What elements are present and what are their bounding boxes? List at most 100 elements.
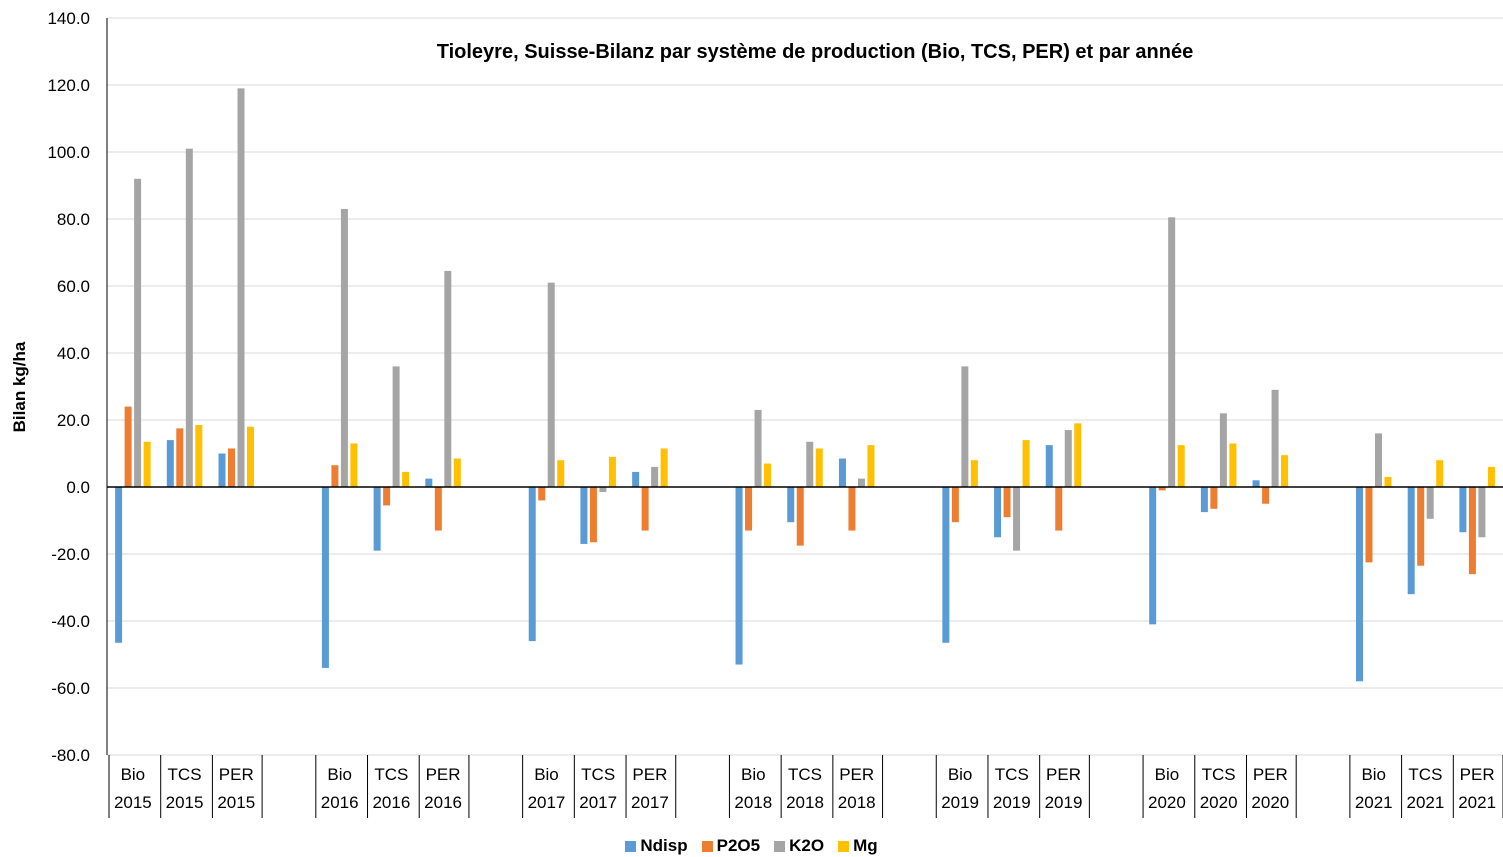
bar [754, 409, 762, 487]
bar [402, 471, 410, 487]
bar [815, 448, 823, 487]
bar [651, 466, 659, 487]
x-tick-label: TCS 2020 [1199, 765, 1238, 812]
y-tick-label: 80.0 [57, 210, 90, 229]
bar [632, 471, 640, 487]
bar [580, 487, 588, 544]
bar [1426, 487, 1434, 519]
legend-item: K2O [774, 836, 824, 856]
bar [528, 487, 536, 642]
bar [1022, 440, 1030, 487]
legend-swatch [774, 840, 786, 852]
bar [1045, 445, 1053, 487]
legend-label: P2O5 [716, 836, 761, 855]
bar [994, 487, 1002, 538]
bar [589, 487, 597, 543]
bar [764, 463, 772, 487]
bar [557, 460, 565, 487]
bar [1252, 480, 1260, 487]
bar [961, 366, 969, 487]
bar [1468, 487, 1476, 575]
legend-label: Ndisp [640, 836, 688, 855]
bar [383, 487, 391, 506]
bar [942, 487, 950, 643]
y-tick-label: 140.0 [47, 9, 90, 28]
y-tick-label: -40.0 [51, 612, 90, 631]
x-tick-label: PER 2016 [424, 765, 462, 812]
bar [166, 440, 174, 487]
bar [425, 478, 433, 487]
legend-item: Ndisp [625, 836, 688, 856]
bar [796, 487, 804, 546]
y-tick-label: -80.0 [51, 746, 90, 765]
bar [453, 458, 461, 487]
bar [787, 487, 795, 523]
x-tick-label: Bio 2019 [941, 765, 980, 812]
bar [660, 448, 668, 487]
bar [1407, 487, 1415, 595]
x-tick-label: PER 2020 [1251, 765, 1290, 812]
bar [745, 487, 753, 531]
bar [444, 270, 452, 487]
legend-label: K2O [789, 836, 825, 855]
bar [1229, 443, 1237, 487]
bar [1158, 487, 1166, 491]
x-tick-label: PER 2019 [1044, 765, 1083, 812]
bar [838, 458, 846, 487]
legend-swatch [838, 840, 850, 852]
bar [1281, 455, 1289, 487]
bar [1487, 466, 1495, 487]
y-tick-label: -20.0 [51, 545, 90, 564]
bar [331, 465, 339, 487]
x-tick-label: PER 2015 [217, 765, 256, 812]
bar [1262, 487, 1270, 504]
bar [1374, 433, 1382, 487]
bar [1271, 389, 1279, 487]
bar [237, 88, 245, 487]
bar [115, 487, 123, 643]
x-tick-label: Bio 2018 [734, 765, 773, 812]
bar [641, 487, 649, 531]
bar [321, 487, 329, 668]
bar [1459, 487, 1467, 533]
bar [951, 487, 959, 523]
bar [608, 456, 616, 487]
bar [1064, 430, 1072, 487]
bar [195, 425, 203, 487]
x-tick-label: TCS 2019 [992, 765, 1031, 812]
bar [392, 366, 400, 487]
legend-item: P2O5 [701, 836, 761, 856]
bar [373, 487, 381, 551]
x-tick-label: Bio 2016 [320, 765, 359, 812]
bar [599, 487, 607, 493]
bar [1417, 487, 1425, 566]
x-tick-label: Bio 2015 [113, 765, 152, 812]
x-tick-label: TCS 2017 [579, 765, 618, 812]
y-tick-label: 40.0 [57, 344, 90, 363]
x-tick-label: Bio 2017 [527, 765, 566, 812]
bar [1200, 487, 1208, 513]
bar [1074, 423, 1082, 487]
bar [806, 441, 814, 487]
bar [1055, 487, 1063, 531]
bar [735, 487, 743, 665]
bar [1168, 217, 1176, 487]
y-tick-label: 20.0 [57, 411, 90, 430]
legend-item: Mg [838, 836, 878, 856]
bar [340, 208, 348, 487]
legend-swatch [701, 840, 713, 852]
y-tick-label: -60.0 [51, 679, 90, 698]
bar [857, 478, 865, 487]
bar [1478, 487, 1486, 538]
x-tick-label: TCS 2015 [165, 765, 204, 812]
bar [218, 453, 226, 487]
y-tick-label: 60.0 [57, 277, 90, 296]
bar [1436, 460, 1444, 487]
y-tick-label: 100.0 [47, 143, 90, 162]
bar [1149, 487, 1157, 625]
bar [143, 441, 151, 487]
chart-title: Tioleyre, Suisse-Bilanz par système de p… [437, 41, 1193, 63]
x-tick-label: Bio 2020 [1148, 765, 1186, 812]
bar [547, 282, 555, 487]
y-tick-label: 120.0 [47, 76, 90, 95]
